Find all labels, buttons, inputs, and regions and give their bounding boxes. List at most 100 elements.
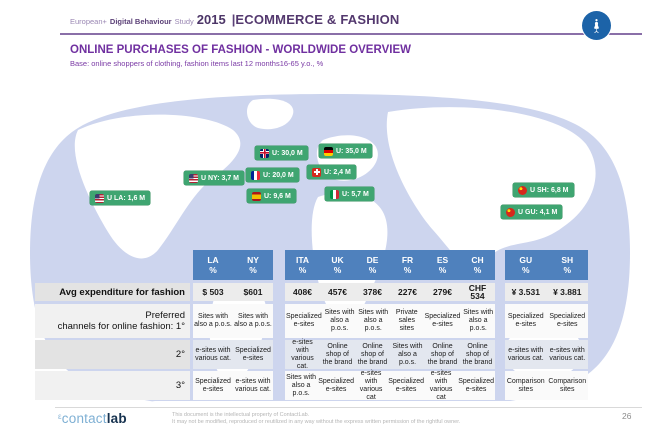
- china-flag-icon: [518, 185, 527, 195]
- rank2-label-text: 2°: [175, 349, 185, 360]
- spain-flag-icon: [252, 191, 261, 201]
- col-unit: %: [521, 265, 530, 275]
- map-label-de: U: 35,0 M: [319, 144, 372, 158]
- avg-value-la: $ 503: [202, 287, 224, 297]
- col-code: CH: [471, 255, 484, 265]
- col-header-sh: SH%: [547, 250, 589, 280]
- rank2-ch: Online shop of the brand: [462, 342, 493, 366]
- map-label-text: U GU: 4,1 M: [518, 208, 558, 216]
- map-label-text: U SH: 6,8 M: [530, 186, 569, 194]
- col-unit: %: [298, 265, 307, 275]
- col-header-la: LA%: [193, 250, 233, 280]
- disclaimer-line2: It may not be modified, reproduced or re…: [172, 419, 461, 425]
- germany-flag-icon: [324, 146, 333, 156]
- rank1-ita: Specialized e-sites: [286, 313, 322, 328]
- rank3-row-china: Comparison sites Comparison sites: [505, 371, 588, 400]
- rank3-ny: e-sites with various cat.: [235, 377, 271, 393]
- rank1-gu: Specialized e-sites: [507, 313, 544, 328]
- avg-label-text: Avg expenditure for fashion: [59, 286, 185, 298]
- map-label-text: U: 35,0 M: [336, 147, 367, 155]
- rank3-de: e-sites with various cat: [359, 369, 383, 401]
- col-code: ITA: [295, 255, 310, 265]
- brand-year: 2015: [196, 12, 226, 27]
- france-flag-icon: [251, 170, 260, 180]
- rank1-row-label: Preferred channels for online fashion: 1…: [35, 304, 190, 338]
- italy-flag-icon: [330, 189, 339, 199]
- map-label-text: U NY: 3,7 M: [201, 174, 239, 182]
- footer-divider: [55, 407, 642, 408]
- brand-prefix: European+: [70, 17, 107, 26]
- continent-north-america: [74, 114, 241, 259]
- rank1-la: Sites with also a p.o.s.: [194, 313, 232, 328]
- continent-greenland: [246, 98, 294, 130]
- col-header-uk: UK%: [320, 250, 355, 280]
- mannequin-icon: [593, 18, 600, 34]
- map-label-fr: U: 20,0 M: [246, 168, 299, 182]
- col-code: ES: [436, 255, 449, 265]
- logo-mark-icon: ε: [58, 412, 62, 421]
- col-header-ch: CH%: [460, 250, 495, 280]
- rank3-row-americas: Specialized e-sites e-sites with various…: [193, 371, 273, 400]
- col-code: DE: [366, 255, 379, 265]
- col-unit: %: [403, 265, 412, 275]
- rank1-uk: Sites with also a p.o.s.: [324, 309, 355, 332]
- rank1-label-line1: Preferred: [145, 310, 185, 321]
- rank2-uk: Online shop of the brand: [322, 342, 353, 366]
- map-label-text: U: 30,0 M: [272, 149, 303, 157]
- col-code: NY: [247, 255, 259, 265]
- rank2-de: Online shop of the brand: [357, 342, 388, 366]
- rank2-row-americas: e-sites with various cat. Specialized e-…: [193, 340, 273, 369]
- rank3-ch: Specialized e-sites: [458, 377, 494, 393]
- logo-lab: lab: [106, 411, 127, 426]
- rank3-row-europe: Sites with also a p.o.s. Specialized e-s…: [285, 369, 495, 401]
- brand-study: Study: [174, 17, 194, 26]
- brand-name: Digital Behaviour: [109, 17, 172, 26]
- rank1-label-text: Preferred channels for online fashion: 1…: [35, 304, 190, 338]
- avg-value-gu: ¥ 3.531: [511, 287, 540, 297]
- avg-row-label: Avg expenditure for fashion: [35, 283, 190, 301]
- col-unit: %: [333, 265, 342, 275]
- base-note: Base: online shoppers of clothing, fashi…: [70, 59, 324, 68]
- avg-value-de: 378€: [363, 287, 382, 297]
- rank2-row-europe: e-sites with various cat. Online shop of…: [285, 338, 495, 370]
- table-header-group-china: GU% SH%: [505, 250, 588, 280]
- col-unit: %: [249, 265, 257, 275]
- col-header-de: DE%: [355, 250, 390, 280]
- rank1-ny: Sites with also a p.o.s.: [234, 313, 272, 328]
- rank2-ita: e-sites with various cat.: [291, 338, 314, 370]
- map-label-text: U LA: 1,6 M: [107, 194, 146, 202]
- rank1-row-china: Specialized e-sites Specialized e-sites: [505, 304, 588, 338]
- avg-value-es: 279€: [433, 287, 452, 297]
- continent-asia: [386, 107, 596, 267]
- china-flag-icon: [506, 207, 515, 217]
- col-code: FR: [401, 255, 414, 265]
- avg-value-ch: CHF 534: [468, 283, 487, 301]
- rank3-es: e-sites with various cat: [429, 369, 453, 401]
- rank3-label-text: 3°: [175, 380, 185, 391]
- rank1-row-europe: Specialized e-sites Sites with also a p.…: [285, 304, 495, 338]
- map-label-text: U: 2,4 M: [324, 168, 351, 176]
- col-header-ny: NY%: [233, 250, 273, 280]
- rank3-row-label: 3°: [35, 371, 190, 400]
- avg-value-ita: 408€: [293, 287, 312, 297]
- rank1-ch: Sites with also a p.o.s.: [463, 309, 494, 332]
- rank2-gu: e-sites with various cat.: [507, 346, 544, 362]
- rank1-es: Specialized e-sites: [424, 313, 461, 328]
- rank1-label-line2: channels for online fashion: 1°: [57, 321, 185, 332]
- rank1-de: Sites with also a p.o.s.: [358, 309, 389, 332]
- map-label-text: U: 9,6 M: [264, 192, 291, 200]
- col-unit: %: [438, 265, 447, 275]
- col-header-es: ES%: [425, 250, 460, 280]
- contactlab-logo: εcontactlab: [58, 411, 127, 426]
- map-label-it: U: 5,7 M: [325, 187, 374, 201]
- map-label-sh: U SH: 6,8 M: [513, 183, 574, 197]
- uk-flag-icon: [260, 148, 269, 158]
- rank1-row-americas: Sites with also a p.o.s. Sites with also…: [193, 304, 273, 338]
- table-header-group-americas: LA% NY%: [193, 250, 273, 280]
- top-bar: European+ Digital Behaviour Study 2015 |…: [70, 12, 400, 36]
- rank3-sh: Comparison sites: [548, 377, 587, 393]
- rank2-la: e-sites with various cat.: [195, 346, 231, 362]
- overview-table: LA% NY% ITA% UK% DE% FR% ES% CH% GU% SH%…: [35, 250, 588, 401]
- avg-row-china: ¥ 3.531 ¥ 3.881: [505, 283, 588, 301]
- footer-disclaimer: This document is the intellectual proper…: [172, 412, 502, 426]
